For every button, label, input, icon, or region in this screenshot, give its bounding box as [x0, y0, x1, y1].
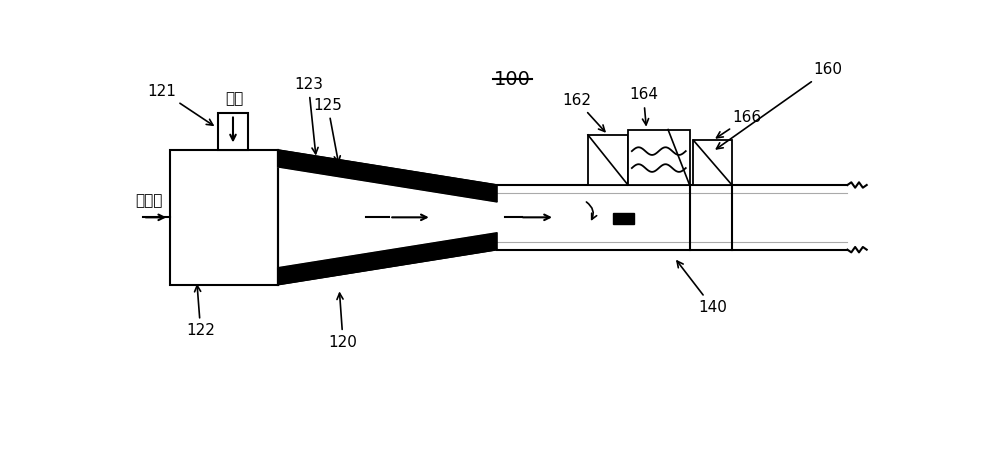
Bar	[693, 140, 732, 185]
Text: 空气: 空气	[225, 92, 244, 107]
Text: 120: 120	[329, 293, 358, 350]
Polygon shape	[278, 233, 497, 285]
Text: 140: 140	[677, 261, 727, 315]
Bar	[588, 135, 628, 185]
Text: 162: 162	[562, 93, 605, 132]
Text: 122: 122	[186, 286, 215, 338]
Text: 160: 160	[716, 62, 843, 149]
Text: 125: 125	[313, 98, 342, 163]
Bar	[218, 113, 248, 150]
Bar	[628, 129, 690, 185]
Bar	[170, 150, 278, 285]
Text: 天然气: 天然气	[135, 193, 163, 208]
Text: 166: 166	[717, 110, 762, 138]
Text: 164: 164	[629, 88, 658, 125]
Text: 121: 121	[148, 84, 213, 125]
Text: 123: 123	[294, 77, 323, 154]
Polygon shape	[278, 150, 497, 202]
Text: 100: 100	[494, 70, 531, 89]
Bar	[613, 213, 634, 224]
